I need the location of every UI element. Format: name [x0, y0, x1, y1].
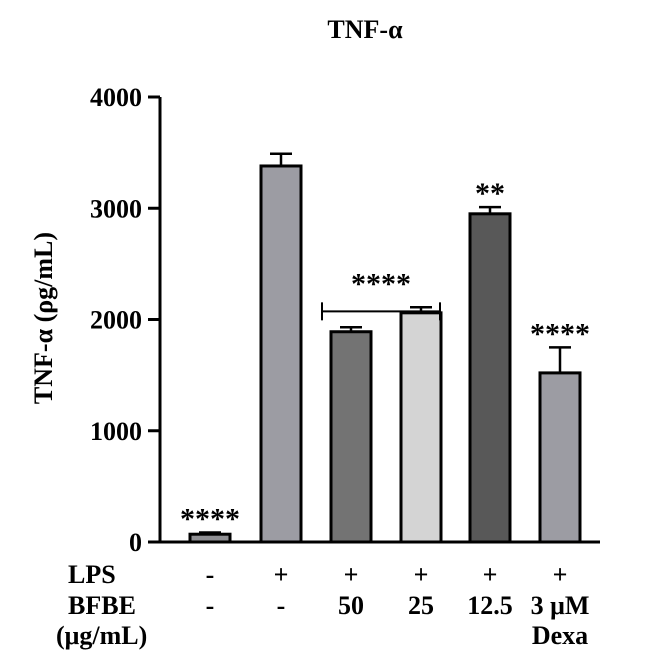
y-axis-ticks: 0 1000 2000 3000 4000: [90, 83, 160, 557]
x-category-label: Dexa: [532, 621, 588, 650]
y-tick-label: 0: [129, 528, 142, 557]
x-category-label: -: [277, 591, 286, 620]
x-category-label: +: [414, 560, 429, 589]
y-tick-label: 3000: [90, 194, 142, 223]
bar-5: [468, 212, 512, 544]
y-tick-label: 1000: [90, 417, 142, 446]
bars-group: [188, 152, 582, 544]
row-label-unit: (μg/mL): [56, 621, 147, 650]
bar-4: [399, 311, 443, 544]
x-category-label: +: [483, 560, 498, 589]
x-category-label: 50: [338, 591, 364, 620]
x-category-label: +: [344, 560, 359, 589]
chart-title: TNF-α: [327, 15, 403, 44]
bar-6: [538, 371, 582, 544]
significance-label: ****: [180, 503, 240, 536]
x-category-label: 12.5: [467, 591, 513, 620]
y-axis-label: TNF-α (ρg/mL): [29, 232, 58, 404]
row-label-lps: LPS: [68, 560, 116, 589]
significance-label: ****: [530, 317, 590, 350]
x-category-label: +: [553, 560, 568, 589]
x-category-label: +: [274, 560, 289, 589]
y-tick-label: 2000: [90, 306, 142, 335]
x-category-label: -: [206, 560, 215, 589]
x-category-label: 25: [408, 591, 434, 620]
significance-group: **************: [180, 177, 590, 535]
x-category-label: 3 μM: [531, 591, 590, 620]
bar-3: [329, 330, 373, 544]
bracket-label: ****: [351, 267, 411, 300]
significance-label: **: [475, 177, 505, 210]
row-label-bfbe: BFBE: [68, 591, 136, 620]
bar-2: [259, 164, 303, 544]
x-category-label: -: [206, 591, 215, 620]
y-tick-label: 4000: [90, 83, 142, 112]
